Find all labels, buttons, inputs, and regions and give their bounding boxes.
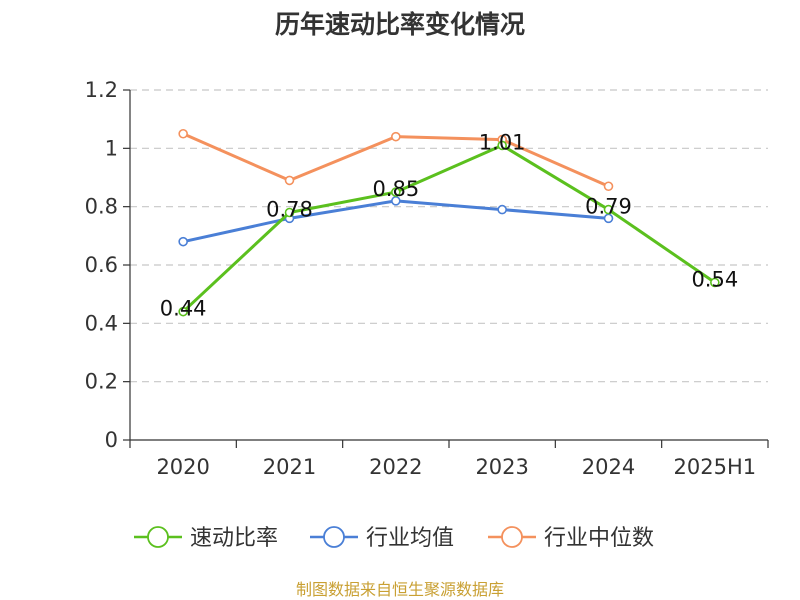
legend-marker xyxy=(147,526,169,548)
x-tick-label: 2022 xyxy=(369,455,422,479)
legend-marker xyxy=(501,526,523,548)
data-point xyxy=(391,131,401,142)
y-tick-label: 0.4 xyxy=(85,311,118,335)
data-point xyxy=(603,204,614,215)
y-tick-label: 0.2 xyxy=(85,370,118,394)
data-labels: 0.44 0.78 0.85 1.01 0.79 0.54 xyxy=(160,130,738,320)
data-label: 1.01 xyxy=(479,130,526,154)
x-tick-label: 2024 xyxy=(582,455,635,479)
legend-label: 行业中位数 xyxy=(544,526,654,551)
x-tick-label: 2021 xyxy=(263,455,316,479)
data-point xyxy=(178,236,188,247)
data-point xyxy=(603,181,614,192)
data-label: 0.44 xyxy=(160,297,207,321)
x-tick-label: 2023 xyxy=(475,455,528,479)
data-point xyxy=(178,128,188,139)
chart-title: 历年速动比率变化情况 xyxy=(275,10,525,39)
legend-item-0[interactable]: 速动比率 xyxy=(134,526,278,551)
data-point xyxy=(284,207,295,218)
data-point xyxy=(497,204,507,215)
x-axis-ticks: 2020 2021 2022 2023 2024 2025H1 xyxy=(156,455,756,479)
grid-lines xyxy=(130,89,768,383)
data-point xyxy=(710,277,720,288)
series-layer xyxy=(178,128,720,317)
y-tick-label: 0 xyxy=(105,428,118,452)
x-tick-label: 2025H1 xyxy=(674,455,757,479)
legend-label: 速动比率 xyxy=(190,526,278,551)
data-label: 0.85 xyxy=(372,177,419,201)
source-note: 制图数据来自恒生聚源数据库 xyxy=(296,580,504,599)
data-point xyxy=(391,187,401,197)
data-label: 0.78 xyxy=(266,198,313,222)
data-label: 0.79 xyxy=(585,195,632,219)
legend-marker xyxy=(323,526,345,548)
legend[interactable]: 速动比率 行业均值 行业中位数 xyxy=(134,526,654,551)
data-point xyxy=(178,306,188,317)
data-point xyxy=(497,140,507,151)
data-point xyxy=(284,175,295,186)
data-label: 0.54 xyxy=(691,268,738,292)
y-axis-ticks: 0 0.2 0.4 0.6 0.8 1 1.2 xyxy=(85,78,118,452)
y-tick-label: 0.8 xyxy=(85,195,118,219)
y-tick-label: 1 xyxy=(105,136,118,160)
series-line-0 xyxy=(182,143,716,313)
legend-label: 行业均值 xyxy=(366,526,454,551)
legend-item-1[interactable]: 行业均值 xyxy=(310,526,454,551)
y-tick-label: 0.6 xyxy=(85,253,118,277)
axes xyxy=(123,89,769,448)
x-tick-label: 2020 xyxy=(156,455,209,479)
y-tick-label: 1.2 xyxy=(85,78,118,102)
legend-item-2[interactable]: 行业中位数 xyxy=(488,526,654,551)
